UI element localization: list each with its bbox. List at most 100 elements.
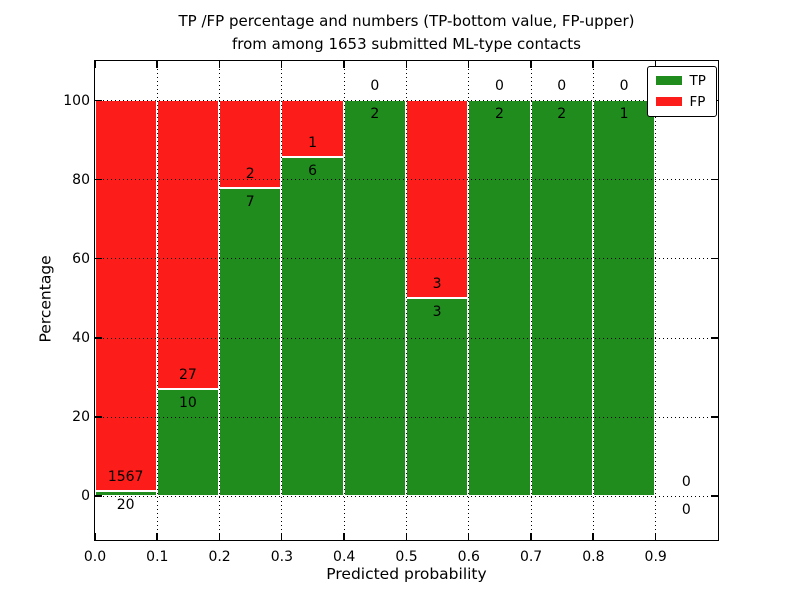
- x-tick-mark: [218, 532, 221, 540]
- x-tick-label: 0.5: [395, 549, 418, 565]
- x-tick-mark: [405, 60, 407, 68]
- x-tick-mark: [156, 60, 158, 68]
- x-tick-mark: [156, 532, 158, 540]
- x-tick-mark: [405, 532, 407, 540]
- fp-count-label: 0: [619, 78, 629, 95]
- tp-count-label: 7: [245, 194, 255, 211]
- x-tick-label: 0.3: [270, 549, 294, 565]
- gridline-vertical: [530, 60, 532, 540]
- fp-count-label: 0: [370, 78, 380, 95]
- y-tick-mark: [94, 416, 102, 418]
- x-axis-label: Predicted probability: [326, 565, 487, 583]
- fp-count-label: 1: [308, 134, 318, 151]
- bar-tp-segment: [94, 490, 157, 496]
- y-tick-label: 100: [63, 92, 90, 109]
- chart-title: TP /FP percentage and numbers (TP-bottom…: [95, 10, 718, 56]
- x-tick-label: 0.8: [582, 549, 605, 565]
- x-tick-label: 0.2: [208, 549, 231, 565]
- tp-count-label: 3: [432, 304, 442, 321]
- gridline-vertical: [592, 60, 594, 540]
- y-tick-label: 0: [81, 488, 90, 505]
- y-tick-mark: [94, 99, 102, 102]
- x-tick-mark: [218, 60, 221, 68]
- x-tick-mark: [467, 60, 470, 68]
- tp-count-label: 20: [116, 496, 135, 513]
- bar-tp-segment: [219, 188, 282, 496]
- x-tick-mark: [94, 532, 96, 540]
- x-tick-mark: [592, 60, 594, 68]
- legend-label: TP: [689, 72, 706, 89]
- plot-area: TP FP 1567 20 27 10 2 7 1 6 0 2 3 3 0 2 0 2 0 1 0 0: [93, 59, 719, 541]
- bar-tp-segment: [468, 100, 531, 496]
- x-tick-mark: [530, 60, 532, 68]
- y-tick-mark: [94, 495, 102, 497]
- chart-title-line1: TP /FP percentage and numbers (TP-bottom…: [178, 12, 635, 30]
- legend-label: FP: [689, 93, 706, 110]
- x-tick-mark: [94, 60, 96, 68]
- y-tick-label: 40: [72, 330, 90, 347]
- legend-item-tp: TP: [655, 72, 708, 89]
- x-tick-mark: [530, 532, 532, 540]
- y-tick-mark: [710, 257, 718, 260]
- y-tick-mark: [94, 257, 102, 260]
- x-tick-label: 0.9: [644, 549, 667, 565]
- x-tick-label: 0.4: [333, 549, 356, 565]
- chart-title-line2: from among 1653 submitted ML-type contac…: [232, 35, 581, 53]
- y-tick-mark: [94, 337, 102, 339]
- bar-tp-segment: [592, 100, 656, 496]
- bar-fp-segment: [406, 100, 469, 298]
- fp-count-label: 1567: [107, 468, 144, 485]
- bar-fp-segment: [94, 100, 157, 491]
- x-tick-label: 0.6: [457, 549, 480, 565]
- fp-count-label: 0: [557, 78, 567, 95]
- bar-tp-segment: [530, 100, 593, 496]
- y-tick-label: 20: [72, 409, 90, 426]
- gridline-vertical: [655, 60, 657, 540]
- y-tick-mark: [94, 178, 102, 181]
- bar-tp-segment: [156, 388, 220, 496]
- gridline-vertical: [406, 60, 407, 540]
- x-tick-label: 0.1: [146, 549, 169, 565]
- tp-swatch-icon: [655, 76, 682, 85]
- gridline-vertical: [156, 60, 158, 540]
- x-tick-mark: [280, 60, 283, 68]
- legend-item-fp: FP: [655, 93, 708, 110]
- fp-count-label: 0: [681, 473, 691, 490]
- x-tick-label: 0.7: [519, 549, 543, 565]
- fp-count-label: 2: [245, 166, 255, 183]
- x-tick-mark: [467, 532, 470, 540]
- x-tick-mark: [343, 60, 345, 68]
- x-tick-mark: [654, 532, 657, 540]
- fp-count-label: 27: [179, 366, 197, 383]
- legend: TP FP: [646, 65, 717, 117]
- tp-count-label: 2: [370, 106, 380, 123]
- x-tick-mark: [280, 532, 283, 540]
- tp-count-label: 6: [308, 162, 318, 179]
- y-tick-label: 80: [72, 171, 90, 188]
- x-tick-mark: [343, 532, 345, 540]
- gridline-vertical: [468, 60, 470, 540]
- y-tick-mark: [710, 416, 718, 418]
- fp-swatch-icon: [655, 97, 682, 106]
- x-tick-mark: [592, 532, 594, 540]
- y-tick-mark: [710, 178, 718, 181]
- bar-tp-segment: [406, 298, 469, 496]
- tp-count-label: 10: [179, 394, 197, 411]
- y-tick-mark: [710, 337, 718, 339]
- gridline-vertical: [281, 60, 283, 540]
- y-tick-mark: [710, 495, 718, 497]
- bar-tp-segment: [281, 156, 344, 496]
- y-tick-label: 60: [72, 250, 90, 267]
- tp-count-label: 0: [681, 501, 691, 518]
- fp-count-label: 3: [432, 276, 442, 293]
- tp-count-label: 2: [557, 106, 567, 123]
- fp-count-label: 0: [494, 78, 504, 95]
- bar-fp-segment: [156, 100, 220, 389]
- gridline-vertical: [343, 60, 345, 540]
- gridline-vertical: [219, 60, 221, 540]
- x-tick-label: 0.0: [83, 549, 107, 565]
- tp-count-label: 1: [619, 106, 629, 123]
- x-tick-mark: [654, 60, 657, 68]
- bar-tp-segment: [343, 100, 406, 496]
